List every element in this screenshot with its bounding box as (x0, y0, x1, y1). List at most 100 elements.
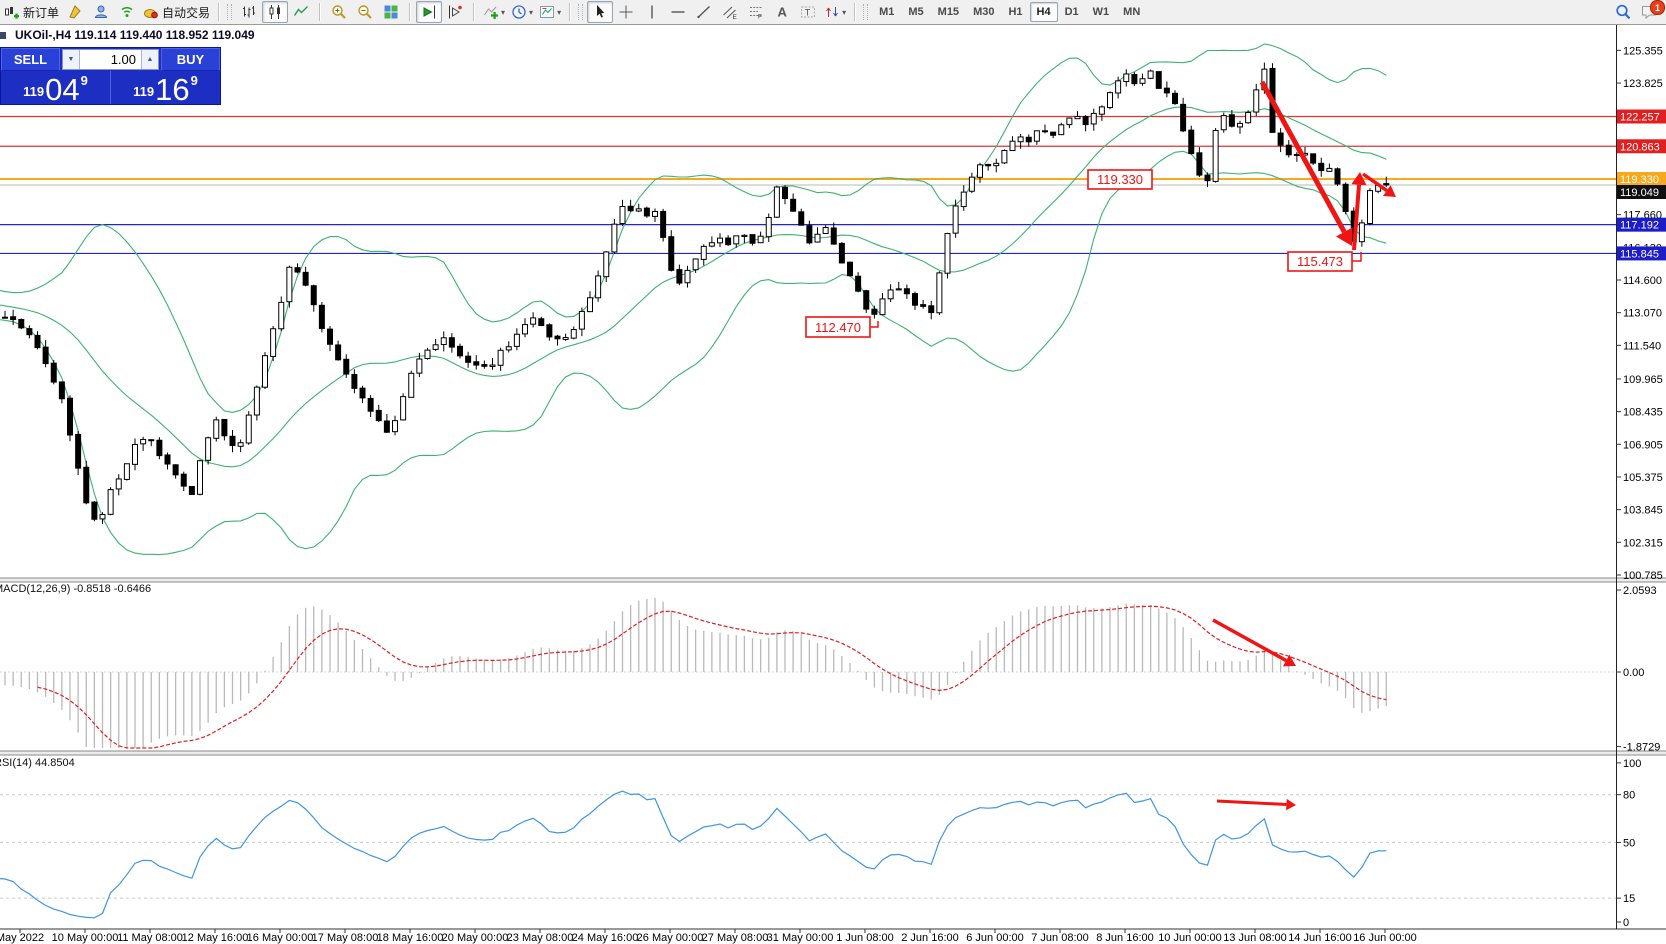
svg-text:111.540: 111.540 (1623, 340, 1661, 352)
tile-windows-icon (384, 5, 398, 19)
timeframe-d1[interactable]: D1 (1064, 6, 1079, 18)
search-button[interactable] (1610, 1, 1636, 23)
bar-chart-icon (243, 6, 256, 18)
channel-button[interactable]: E (717, 1, 743, 23)
vertical-line-button[interactable] (639, 1, 665, 23)
chart-shift-button[interactable] (442, 1, 468, 23)
svg-text:F: F (758, 14, 762, 21)
timeframe-m5[interactable]: M5 (908, 6, 924, 18)
svg-text:114.600: 114.600 (1623, 275, 1662, 287)
timeframe-mn[interactable]: MN (1123, 6, 1141, 18)
crosshair-button[interactable] (613, 1, 639, 23)
timeframe-m1[interactable]: M1 (879, 6, 895, 18)
toolbar-button-label: 新订单 (23, 5, 60, 20)
svg-text:20 May 00:00: 20 May 00:00 (442, 932, 509, 944)
buy-price-big: 16 (155, 72, 190, 107)
toolbar-grip (227, 4, 233, 20)
notifications-button[interactable]: 1 (1636, 0, 1665, 23)
sell-button[interactable]: SELL (1, 48, 60, 71)
candlestick-icon (269, 5, 281, 19)
svg-text:13 Jun 08:00: 13 Jun 08:00 (1223, 932, 1287, 944)
fibonacci-button[interactable]: F (743, 1, 769, 23)
rsi-label: RSI(14) 44.8504 (0, 757, 75, 769)
timeframe-m30[interactable]: M30 (973, 6, 995, 18)
sell-price[interactable]: 119 04 9 (1, 71, 111, 107)
signal-icon (121, 7, 133, 17)
line-chart-button[interactable] (288, 1, 314, 23)
svg-text:113.070: 113.070 (1623, 308, 1662, 320)
svg-text:T: T (805, 8, 811, 18)
horizontal-line-icon (671, 11, 685, 13)
toolbar: 新订单 自动交易 ▾ ▾ ▾ E F A T ▾ M1 M5 M15 M30 H1 H4 D1 W1 MN (0, 0, 1666, 25)
timeframe-h1[interactable]: H1 (1008, 6, 1023, 18)
line-chart-icon (293, 6, 309, 16)
timeframe-h4[interactable]: H4 (1029, 2, 1058, 22)
svg-text:1 Jun 08:00: 1 Jun 08:00 (836, 932, 894, 944)
buy-price[interactable]: 119 16 9 (111, 71, 220, 107)
svg-text:115.845: 115.845 (1620, 248, 1659, 260)
notification-badge: 1 (1650, 0, 1665, 15)
shapes-button[interactable]: ▾ (821, 1, 849, 23)
text-button[interactable]: A (769, 1, 795, 23)
sell-price-big: 04 (45, 72, 80, 107)
svg-text:119.049: 119.049 (1620, 187, 1659, 199)
trendline-button[interactable] (691, 1, 717, 23)
label-button[interactable]: T (795, 1, 821, 23)
svg-text:125.355: 125.355 (1623, 45, 1663, 57)
zoom-out-button[interactable] (352, 1, 378, 23)
svg-text:103.845: 103.845 (1623, 505, 1663, 517)
cursor-icon (597, 5, 605, 18)
signal-button[interactable] (114, 1, 140, 23)
svg-text:100: 100 (1623, 758, 1641, 770)
candlestick-button[interactable] (262, 1, 289, 23)
search-icon (1616, 4, 1631, 20)
buy-button[interactable]: BUY (161, 48, 220, 71)
chevron-down-icon: ▾ (557, 7, 562, 17)
svg-text:31 May 00:00: 31 May 00:00 (767, 932, 834, 944)
volume-up-button[interactable]: ▲ (141, 50, 158, 69)
svg-text:10 Jun 00:00: 10 Jun 00:00 (1158, 932, 1222, 944)
crosshair-icon (619, 5, 633, 19)
svg-text:102.315: 102.315 (1623, 537, 1663, 549)
horizontal-level-lines (0, 115, 1616, 255)
timeframe-m15[interactable]: M15 (937, 6, 960, 18)
svg-text:11 May 08:00: 11 May 08:00 (117, 932, 183, 944)
chart-title-text: UKOil-,H4 119.114 119.440 118.952 119.04… (15, 28, 255, 42)
periods-button[interactable]: ▾ (508, 1, 536, 23)
svg-text:117.192: 117.192 (1620, 220, 1659, 232)
svg-text:24 May 16:00: 24 May 16:00 (572, 932, 639, 944)
autoscroll-button[interactable] (416, 1, 443, 23)
svg-text:112.470: 112.470 (815, 320, 861, 335)
toolbar-group-objects: ▾ ▾ ▾ (479, 0, 565, 24)
svg-text:80: 80 (1623, 790, 1635, 802)
toolbar-group-timeframes: M1 M5 M15 M30 H1 H4 D1 W1 MN (871, 0, 1148, 24)
bar-chart-button[interactable] (236, 1, 262, 23)
svg-text:May 2022: May 2022 (0, 932, 44, 944)
svg-text:10 May 00:00: 10 May 00:00 (52, 932, 119, 944)
fibonacci-icon: F (750, 7, 763, 21)
volume-value[interactable]: 1.00 (110, 52, 136, 67)
channel-icon: E (723, 6, 738, 20)
volume-down-button[interactable]: ▼ (63, 50, 80, 69)
cursor-button[interactable] (587, 1, 614, 23)
horizontal-line-button[interactable] (665, 1, 691, 23)
svg-text:A: A (778, 5, 788, 20)
toolbar-separator (473, 3, 476, 21)
zoom-out-icon (358, 5, 372, 19)
templates-button[interactable]: ▾ (536, 1, 564, 23)
autotrade-button[interactable]: 自动交易 (140, 1, 213, 23)
zoom-in-button[interactable] (326, 1, 352, 23)
macd-axis: 2.0593 0.00 -1.8729 (1616, 585, 1660, 754)
trendline-icon (697, 5, 711, 19)
tile-windows-button[interactable] (378, 1, 404, 23)
history-button[interactable] (62, 1, 88, 23)
new-order-button[interactable]: 新订单 (1, 1, 62, 23)
macd-pane (0, 597, 1616, 749)
svg-text:17 May 08:00: 17 May 08:00 (312, 932, 379, 944)
timeframe-w1[interactable]: W1 (1092, 6, 1110, 18)
profile-button[interactable] (88, 1, 114, 23)
svg-text:18 May 16:00: 18 May 16:00 (377, 932, 444, 944)
svg-text:120.863: 120.863 (1620, 141, 1660, 153)
indicators-button[interactable]: ▾ (480, 1, 508, 23)
